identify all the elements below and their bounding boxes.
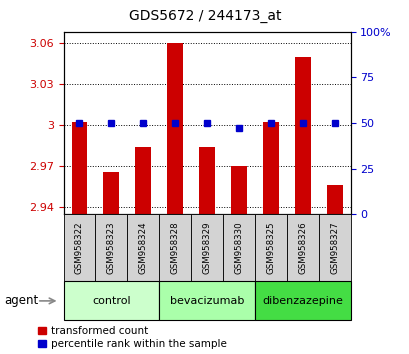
Text: GSM958325: GSM958325 — [266, 222, 275, 274]
Bar — [63, 214, 95, 281]
Bar — [230, 166, 246, 214]
Text: GSM958327: GSM958327 — [329, 222, 338, 274]
Text: dibenzazepine: dibenzazepine — [262, 296, 342, 306]
Bar — [103, 172, 119, 214]
Bar — [135, 147, 151, 214]
Bar — [254, 214, 286, 281]
Bar — [71, 122, 87, 214]
Text: GSM958328: GSM958328 — [170, 222, 179, 274]
Bar — [63, 281, 159, 320]
Bar — [95, 214, 127, 281]
Legend: transformed count, percentile rank within the sample: transformed count, percentile rank withi… — [38, 326, 226, 349]
Bar — [199, 147, 214, 214]
Text: GSM958326: GSM958326 — [297, 222, 306, 274]
Text: GSM958323: GSM958323 — [107, 222, 116, 274]
Bar — [294, 57, 310, 214]
Text: GSM958324: GSM958324 — [138, 222, 147, 274]
Text: GSM958330: GSM958330 — [234, 222, 243, 274]
Text: bevacizumab: bevacizumab — [169, 296, 244, 306]
Bar — [286, 214, 318, 281]
Bar — [167, 43, 183, 214]
Bar — [159, 281, 254, 320]
Text: GSM958329: GSM958329 — [202, 222, 211, 274]
Bar — [159, 214, 191, 281]
Bar — [318, 214, 350, 281]
Bar — [326, 185, 342, 214]
Text: GDS5672 / 244173_at: GDS5672 / 244173_at — [128, 9, 281, 23]
Bar — [254, 281, 350, 320]
Bar — [191, 214, 222, 281]
Text: GSM958322: GSM958322 — [75, 222, 84, 274]
Bar — [262, 122, 278, 214]
Bar — [222, 214, 254, 281]
Text: control: control — [92, 296, 130, 306]
Bar — [127, 214, 159, 281]
Text: agent: agent — [4, 295, 38, 307]
